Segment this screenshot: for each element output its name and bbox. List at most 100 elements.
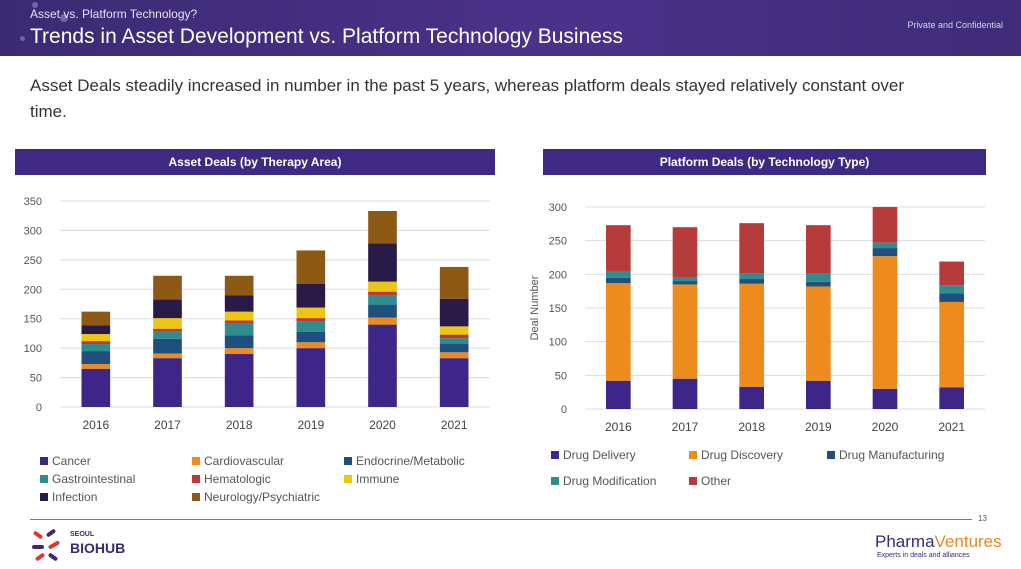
x-tick-label: 2016 xyxy=(82,418,109,432)
bar-segment-drug-manufacturing xyxy=(939,293,964,302)
bar-segment-cardiovascular xyxy=(368,317,397,325)
bar-segment-drug-modification xyxy=(872,242,898,249)
bar-segment-endocrine-metabolic xyxy=(439,344,469,353)
bar-segment-neurology-psychiatric xyxy=(81,311,111,326)
x-tick-label: 2018 xyxy=(738,420,765,434)
legend-label: Other xyxy=(701,474,731,488)
bar-segment-drug-delivery xyxy=(739,386,764,409)
x-tick-label: 2020 xyxy=(872,420,899,434)
platform-chart-title: Platform Deals (by Technology Type) xyxy=(543,149,986,175)
decorative-bubble xyxy=(32,2,38,8)
bar-segment-infection xyxy=(81,325,111,335)
bar-segment-hematologic xyxy=(81,341,111,345)
bar-segment-infection xyxy=(224,295,254,312)
bar-segment-other xyxy=(806,225,831,274)
bar-segment-neurology-psychiatric xyxy=(224,275,254,296)
y-axis-label: Deal Number xyxy=(529,275,541,340)
x-tick-label: 2017 xyxy=(154,418,181,432)
x-tick-label: 2021 xyxy=(938,420,965,434)
bar-segment-cancer xyxy=(81,368,111,407)
bar-segment-drug-discovery xyxy=(872,256,898,389)
section-eyebrow: Asset vs. Platform Technology? xyxy=(30,7,198,21)
bar-segment-cardiovascular xyxy=(224,348,254,355)
bar-segment-cancer xyxy=(296,348,326,407)
bar-segment-gastrointestinal xyxy=(296,321,326,332)
bar-segment-neurology-psychiatric xyxy=(368,211,397,244)
bar-segment-infection xyxy=(296,283,326,308)
y-tick-label: 50 xyxy=(30,373,42,385)
y-tick-label: 350 xyxy=(24,196,42,208)
bar-segment-cancer xyxy=(153,358,182,407)
x-tick-label: 2020 xyxy=(369,418,396,432)
y-tick-label: 50 xyxy=(555,370,567,382)
x-tick-label: 2017 xyxy=(672,420,699,434)
legend-swatch xyxy=(192,457,200,465)
y-tick-label: 250 xyxy=(549,236,567,248)
bar-segment-cardiovascular xyxy=(81,364,111,369)
legend-swatch xyxy=(192,475,200,483)
asset-deals-chart: 0 50 100 150 200 250 300 350 2016 2017 2018 2019 202… xyxy=(24,196,490,504)
y-tick-label: 150 xyxy=(24,314,42,326)
bar-segment-immune xyxy=(296,307,326,319)
x-tick-label: 2016 xyxy=(605,420,632,434)
legend-label: Cardiovascular xyxy=(204,454,284,468)
legend-swatch xyxy=(551,477,559,485)
bar-segment-infection xyxy=(368,243,397,282)
bar-segment-drug-modification xyxy=(739,273,764,280)
bar-segment-drug-modification xyxy=(939,285,964,294)
slide-header: Asset vs. Platform Technology? Trends in… xyxy=(0,0,1021,56)
legend-label: Immune xyxy=(356,472,400,486)
y-tick-label: 200 xyxy=(549,269,567,281)
bar-segment-hematologic xyxy=(439,334,469,339)
legend-swatch xyxy=(689,477,697,485)
bar-segment-hematologic xyxy=(153,328,182,332)
y-tick-label: 0 xyxy=(561,404,567,416)
bar-segment-neurology-psychiatric xyxy=(439,266,469,299)
asset-chart-title: Asset Deals (by Therapy Area) xyxy=(15,149,495,175)
y-tick-label: 100 xyxy=(24,343,42,355)
legend-label: Drug Manufacturing xyxy=(839,448,944,462)
seoul-biohub-logo-icon xyxy=(32,529,60,561)
bar-segment-drug-manufacturing xyxy=(872,248,898,257)
bar-segment-drug-manufacturing xyxy=(806,281,831,287)
bar-segment-drug-manufacturing xyxy=(672,281,698,285)
x-tick-label: 2019 xyxy=(805,420,832,434)
y-tick-label: 300 xyxy=(24,225,42,237)
bar-segment-endocrine-metabolic xyxy=(224,335,254,349)
bar-segment-cancer xyxy=(368,324,397,407)
bar-segment-drug-manufacturing xyxy=(606,277,631,284)
bar-segment-drug-discovery xyxy=(606,283,631,381)
bar-segment-cardiovascular xyxy=(439,352,469,359)
bar-segment-gastrointestinal xyxy=(153,331,182,339)
footer-divider xyxy=(30,519,972,520)
y-tick-label: 100 xyxy=(549,337,567,349)
bar-segment-immune xyxy=(439,326,469,335)
bar-segment-gastrointestinal xyxy=(224,323,254,336)
legend-label: Gastrointestinal xyxy=(52,472,135,486)
legend-label: Cancer xyxy=(52,454,91,468)
bar-segment-hematologic xyxy=(296,318,326,322)
pharmaventures-tagline: Experts in deals and alliances xyxy=(877,552,970,559)
bar-segment-other xyxy=(672,227,698,278)
bar-segment-cardiovascular xyxy=(296,342,326,349)
legend-swatch xyxy=(40,493,48,501)
bar-segment-gastrointestinal xyxy=(439,338,469,345)
bar-segment-drug-delivery xyxy=(939,387,964,409)
y-tick-label: 200 xyxy=(24,284,42,296)
bar-segment-immune xyxy=(368,281,397,292)
y-tick-label: 0 xyxy=(36,402,42,414)
decorative-bubble xyxy=(20,36,25,41)
bar-segment-endocrine-metabolic xyxy=(368,304,397,318)
page-number: 13 xyxy=(978,514,987,523)
bar-segment-hematologic xyxy=(368,291,397,296)
platform-deals-chart: 0 50 100 150 200 250 300 Deal Number 2016 2017 201… xyxy=(529,202,985,488)
legend-swatch xyxy=(344,475,352,483)
bar-segment-immune xyxy=(153,318,182,329)
legend-swatch xyxy=(551,451,559,459)
bar-segment-neurology-psychiatric xyxy=(296,250,326,284)
decorative-bubble xyxy=(60,14,68,22)
legend-swatch xyxy=(40,475,48,483)
biohub-logo-text: BIOHUB xyxy=(70,540,126,556)
bar-segment-drug-modification xyxy=(806,273,831,282)
bar-segment-endocrine-metabolic xyxy=(296,331,326,343)
